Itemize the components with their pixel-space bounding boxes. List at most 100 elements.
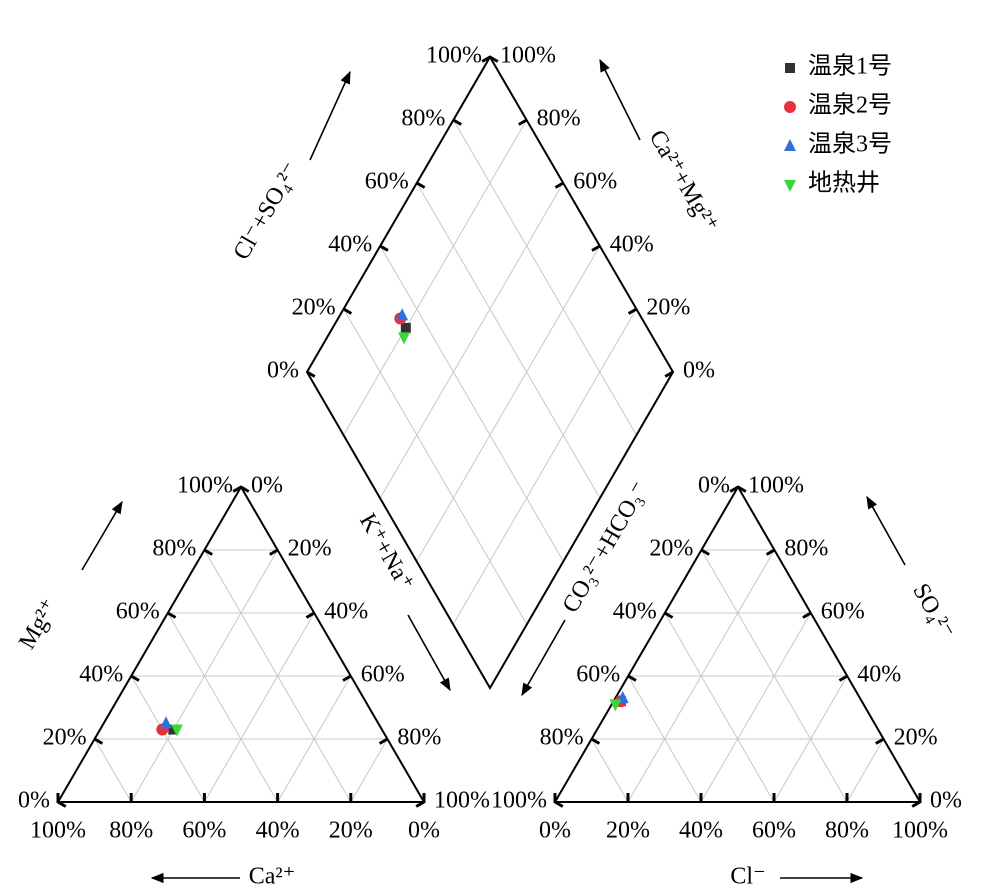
tick-label: 60% — [365, 169, 409, 195]
tick-label: 0% — [408, 818, 440, 844]
tick-label: 40% — [256, 818, 300, 844]
point — [168, 724, 179, 735]
tick-mark — [306, 370, 316, 378]
axis-arrow — [866, 495, 906, 566]
tick-label: 20% — [649, 536, 693, 562]
tick-label: 80% — [109, 818, 153, 844]
tick-mark — [554, 181, 564, 189]
tick-mark — [240, 485, 250, 493]
grid-line — [203, 612, 315, 803]
tick-mark — [342, 307, 353, 315]
grid-line — [627, 549, 775, 803]
grid-line — [591, 738, 629, 803]
axis-title: Ca²⁺+Mg²⁺ — [644, 126, 723, 237]
tick-label: 20% — [329, 818, 373, 844]
grid — [57, 56, 921, 803]
tick-label: 20% — [288, 536, 332, 562]
point — [397, 332, 410, 345]
legend-label: 地热井 — [808, 170, 880, 197]
tick-label: 80% — [784, 536, 828, 562]
tick-mark — [57, 800, 67, 808]
tick-label: 0% — [267, 358, 299, 384]
legend-label: 温泉2号 — [808, 92, 892, 119]
grid-line — [379, 245, 564, 562]
tick-mark — [415, 800, 425, 808]
tick-mark — [518, 118, 528, 126]
axis-arrow — [599, 58, 641, 141]
tick-label: 80% — [152, 536, 196, 562]
tick-label: 60% — [182, 818, 226, 844]
grid-line — [379, 182, 564, 499]
tick-label: 60% — [576, 662, 620, 688]
point — [609, 699, 622, 712]
tick-label: 100% — [426, 43, 482, 69]
tick-mark — [305, 611, 315, 619]
tick-label: 100% — [177, 473, 233, 499]
point — [396, 308, 409, 321]
tick-label: 80% — [537, 106, 581, 132]
tick-mark — [452, 118, 462, 126]
tick-label: 100% — [500, 43, 556, 69]
tick-mark — [911, 800, 921, 808]
tick-label: 100% — [491, 788, 547, 814]
tick-label: 60% — [752, 818, 796, 844]
axis-arrow — [309, 70, 351, 161]
tick-label: 20% — [606, 818, 650, 844]
tick-label: 0% — [251, 473, 283, 499]
legend-marker — [784, 139, 796, 151]
grid-line — [94, 738, 132, 803]
tick-label: 20% — [894, 725, 938, 751]
tick-mark — [416, 181, 426, 189]
tick-mark — [130, 674, 140, 682]
tick-label: 0% — [930, 788, 962, 814]
tick-mark — [627, 307, 638, 315]
tick-label: 40% — [613, 599, 657, 625]
tick-mark — [489, 55, 499, 63]
legend-marker — [784, 101, 796, 113]
tick-label: 80% — [540, 725, 584, 751]
grid-line — [167, 612, 279, 803]
grid-line — [350, 738, 388, 803]
legend-label: 温泉1号 — [808, 53, 892, 80]
tick-label: 0% — [683, 358, 715, 384]
tick-label: 0% — [539, 818, 571, 844]
tick-mark — [875, 737, 885, 745]
grid-line — [700, 612, 812, 803]
tick-mark — [379, 244, 389, 252]
tick-label: 80% — [825, 818, 869, 844]
tick-label: 0% — [698, 473, 730, 499]
tick-mark — [700, 548, 710, 556]
tick-mark — [664, 611, 674, 619]
grid-line — [277, 675, 352, 803]
tick-label: 60% — [573, 169, 617, 195]
tick-label: 80% — [397, 725, 441, 751]
axis-arrow — [81, 500, 123, 571]
cation-triangle — [56, 485, 426, 803]
tick-mark — [737, 485, 747, 493]
axis-title: SO₄²⁻ — [907, 579, 959, 643]
tick-mark — [838, 674, 848, 682]
tick-mark — [342, 674, 352, 682]
tick-mark — [765, 548, 776, 556]
axis-title: Mg²⁺ — [14, 595, 63, 654]
tick-label: 100% — [892, 818, 948, 844]
axis-title: K⁺+Na⁺ — [354, 509, 419, 595]
tick-mark — [729, 485, 739, 493]
tick-mark — [232, 485, 242, 493]
anion-triangle — [553, 485, 922, 803]
axis-arrow — [521, 619, 566, 697]
tick-mark — [203, 548, 213, 556]
tick-label: 0% — [18, 788, 50, 814]
tick-label: 100% — [748, 473, 804, 499]
grid-line — [130, 549, 279, 803]
grid-line — [416, 182, 601, 499]
grid-line — [452, 119, 637, 436]
grid-line — [773, 675, 848, 803]
tick-label: 20% — [43, 725, 87, 751]
legend-marker — [784, 180, 796, 192]
tick-mark — [167, 611, 177, 619]
tick-label: 40% — [328, 232, 372, 258]
tick-mark — [627, 674, 637, 682]
tick-label: 20% — [646, 295, 690, 321]
tick-label: 60% — [821, 599, 865, 625]
